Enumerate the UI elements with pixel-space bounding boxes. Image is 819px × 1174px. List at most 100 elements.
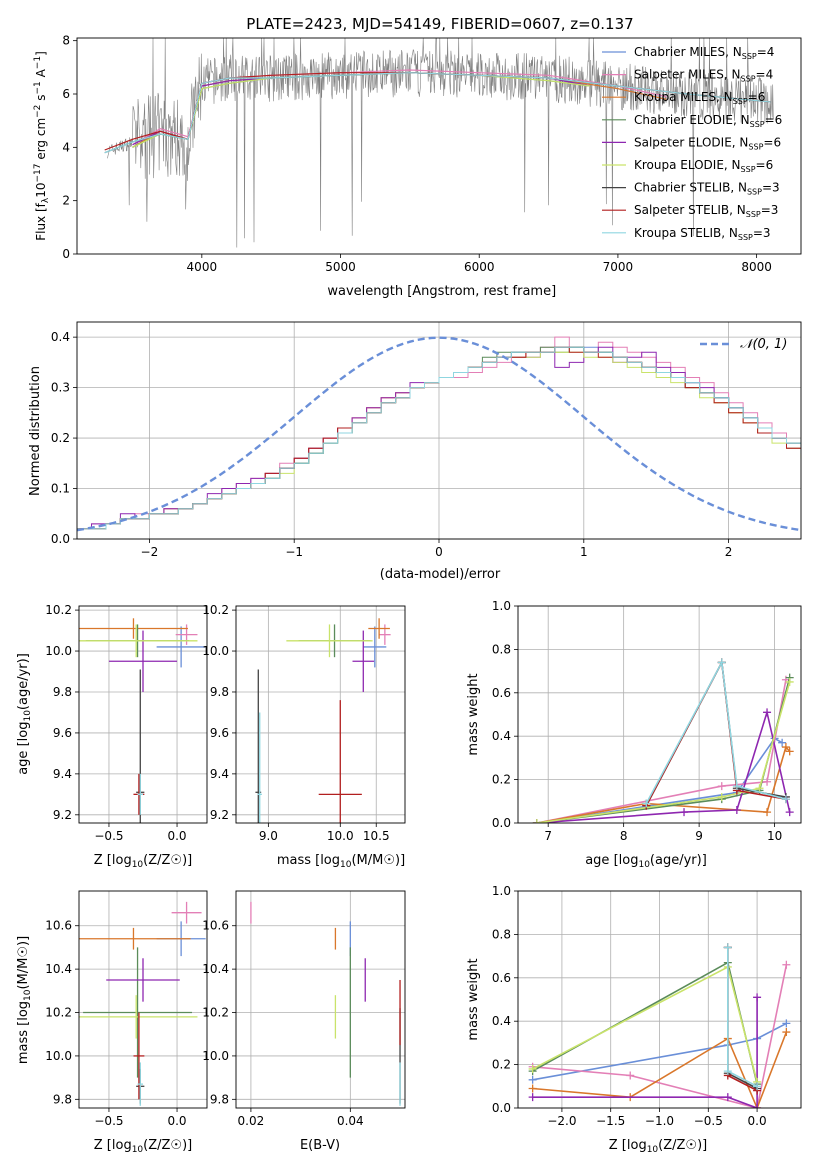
y-tick-label: 10.4 — [202, 962, 229, 976]
x-tick-label: −1 — [285, 545, 303, 559]
errorbar-point — [79, 618, 188, 639]
plus-marker — [763, 808, 772, 817]
errorbar-point — [352, 630, 375, 692]
axes-frame — [76, 37, 802, 255]
histogram-series — [77, 346, 801, 530]
errorbar-point — [286, 624, 373, 658]
x-tick-label: 10.5 — [363, 829, 390, 843]
x-axis-label: E(B-V) — [300, 1138, 340, 1153]
x-tick-label: 10.0 — [327, 829, 354, 843]
plus-marker — [781, 743, 790, 752]
errorbar-point — [171, 901, 202, 924]
plot-area — [528, 943, 791, 1108]
x-tick-label: 5000 — [325, 260, 356, 274]
histogram-series — [77, 336, 801, 530]
x-tick-label: 0.0 — [167, 1114, 186, 1128]
mass-weight-series — [532, 964, 788, 1108]
y-tick-label: 9.2 — [210, 808, 229, 822]
y-tick-label: 0.1 — [51, 482, 70, 496]
y-tick-label: 0.0 — [492, 816, 511, 830]
x-tick-label: 0.0 — [748, 1114, 767, 1128]
plus-marker — [717, 782, 726, 791]
x-tick-label: 4000 — [187, 260, 218, 274]
axes-frame — [517, 605, 802, 824]
y-tick-label: 0.4 — [51, 330, 70, 344]
y-tick-label: 0 — [62, 247, 70, 261]
y-tick-label: 6 — [62, 87, 70, 101]
axes-age-vs-Z: −0.5 0.0 9.2 9.4 9.6 9.8 10.0 10.2 Z [log10(Z/Z☉… — [16, 603, 208, 870]
x-axis-label: mass [log10(M/M☉)] — [277, 853, 405, 870]
axes-frame — [78, 890, 208, 1109]
plus-marker — [753, 1104, 762, 1108]
errorbar-point — [83, 947, 193, 1078]
x-tick-label: 0.0 — [167, 829, 186, 843]
normal-reference-curve — [77, 336, 801, 532]
plus-marker — [781, 795, 790, 804]
legend-label: Chabrier MILES, NSSP=4 — [634, 45, 774, 61]
errorbar-point — [137, 773, 143, 815]
plus-marker — [753, 1082, 762, 1091]
plot-area — [79, 901, 206, 1106]
y-tick-label: 0.6 — [492, 971, 511, 985]
x-tick-label: 6000 — [464, 260, 495, 274]
y-tick-label: 9.6 — [53, 726, 72, 740]
errorbar-point — [79, 995, 198, 1039]
y-tick-label: 0.6 — [492, 686, 511, 700]
y-axis-label: mass weight — [466, 958, 481, 1040]
mass-weight-series — [536, 681, 791, 823]
y-tick-label: 0.0 — [51, 532, 70, 546]
plus-marker — [723, 943, 732, 952]
legend-label: Salpeter STELIB, NSSP=3 — [634, 203, 778, 219]
plus-marker — [680, 808, 689, 817]
x-axis-label: wavelength [Angstrom, rest frame] — [327, 284, 556, 299]
plus-marker — [723, 1067, 732, 1076]
mass-weight-series — [536, 745, 791, 823]
y-axis-label: age [log10(age/yr)] — [16, 653, 33, 775]
errorbar-point — [156, 626, 206, 668]
plus-marker — [528, 1084, 537, 1093]
x-tick-label: 8 — [620, 829, 628, 843]
legend-label: 𝒩(0, 1) — [740, 337, 787, 352]
mass-weight-series — [532, 961, 758, 1085]
y-tick-label: 2 — [62, 194, 70, 208]
plus-marker — [732, 782, 741, 791]
y-tick-label: 10.0 — [45, 644, 72, 658]
x-tick-label: 0.04 — [337, 1114, 364, 1128]
legend: Chabrier MILES, NSSP=4 Salpeter MILES, NS… — [602, 45, 782, 242]
errorbar-point — [137, 1062, 143, 1106]
y-tick-label: 0.2 — [492, 773, 511, 787]
mass-weight-series — [536, 679, 787, 823]
y-tick-label: 8 — [62, 34, 70, 48]
plus-marker — [532, 819, 541, 823]
mass-weight-series — [645, 659, 787, 806]
errorbar-point — [106, 958, 180, 1002]
x-tick-label: 9.0 — [259, 829, 278, 843]
y-tick-label: 10.0 — [202, 644, 229, 658]
plus-marker — [528, 1075, 537, 1084]
y-tick-label: 0.4 — [492, 1014, 511, 1028]
plus-marker — [785, 747, 794, 756]
y-tick-label: 0.8 — [492, 642, 511, 656]
plus-marker — [528, 1064, 537, 1073]
x-axis-label: Z [log10(Z/Z☉)] — [94, 1138, 192, 1155]
y-tick-label: 0.3 — [51, 381, 70, 395]
y-tick-label: 9.4 — [210, 767, 229, 781]
axes-residuals: −2 −1 0 1 2 0.0 0.1 0.2 0.3 0.4 𝒩(0, 1) (data-model… — [28, 321, 802, 582]
x-tick-label: 1 — [580, 545, 588, 559]
y-tick-label: 9.8 — [210, 1092, 229, 1106]
y-tick-label: 9.4 — [53, 767, 72, 781]
y-tick-label: 10.2 — [45, 603, 72, 617]
mass-weight-series — [536, 737, 783, 823]
x-axis-label: age [log10(age/yr)] — [585, 853, 707, 870]
plus-marker — [782, 1028, 791, 1037]
plus-marker — [782, 1019, 791, 1028]
y-tick-label: 9.2 — [53, 808, 72, 822]
plus-marker — [642, 799, 651, 808]
x-tick-label: −0.5 — [94, 829, 123, 843]
plus-marker — [763, 777, 772, 786]
y-axis-label: Flux [fλ10−17 erg cm−2 s−1 A−1] — [33, 51, 51, 241]
x-tick-label: −0.5 — [694, 1114, 723, 1128]
x-tick-label: −1.5 — [596, 1114, 625, 1128]
x-tick-label: −2 — [141, 545, 159, 559]
y-tick-label: 0.2 — [492, 1058, 511, 1072]
